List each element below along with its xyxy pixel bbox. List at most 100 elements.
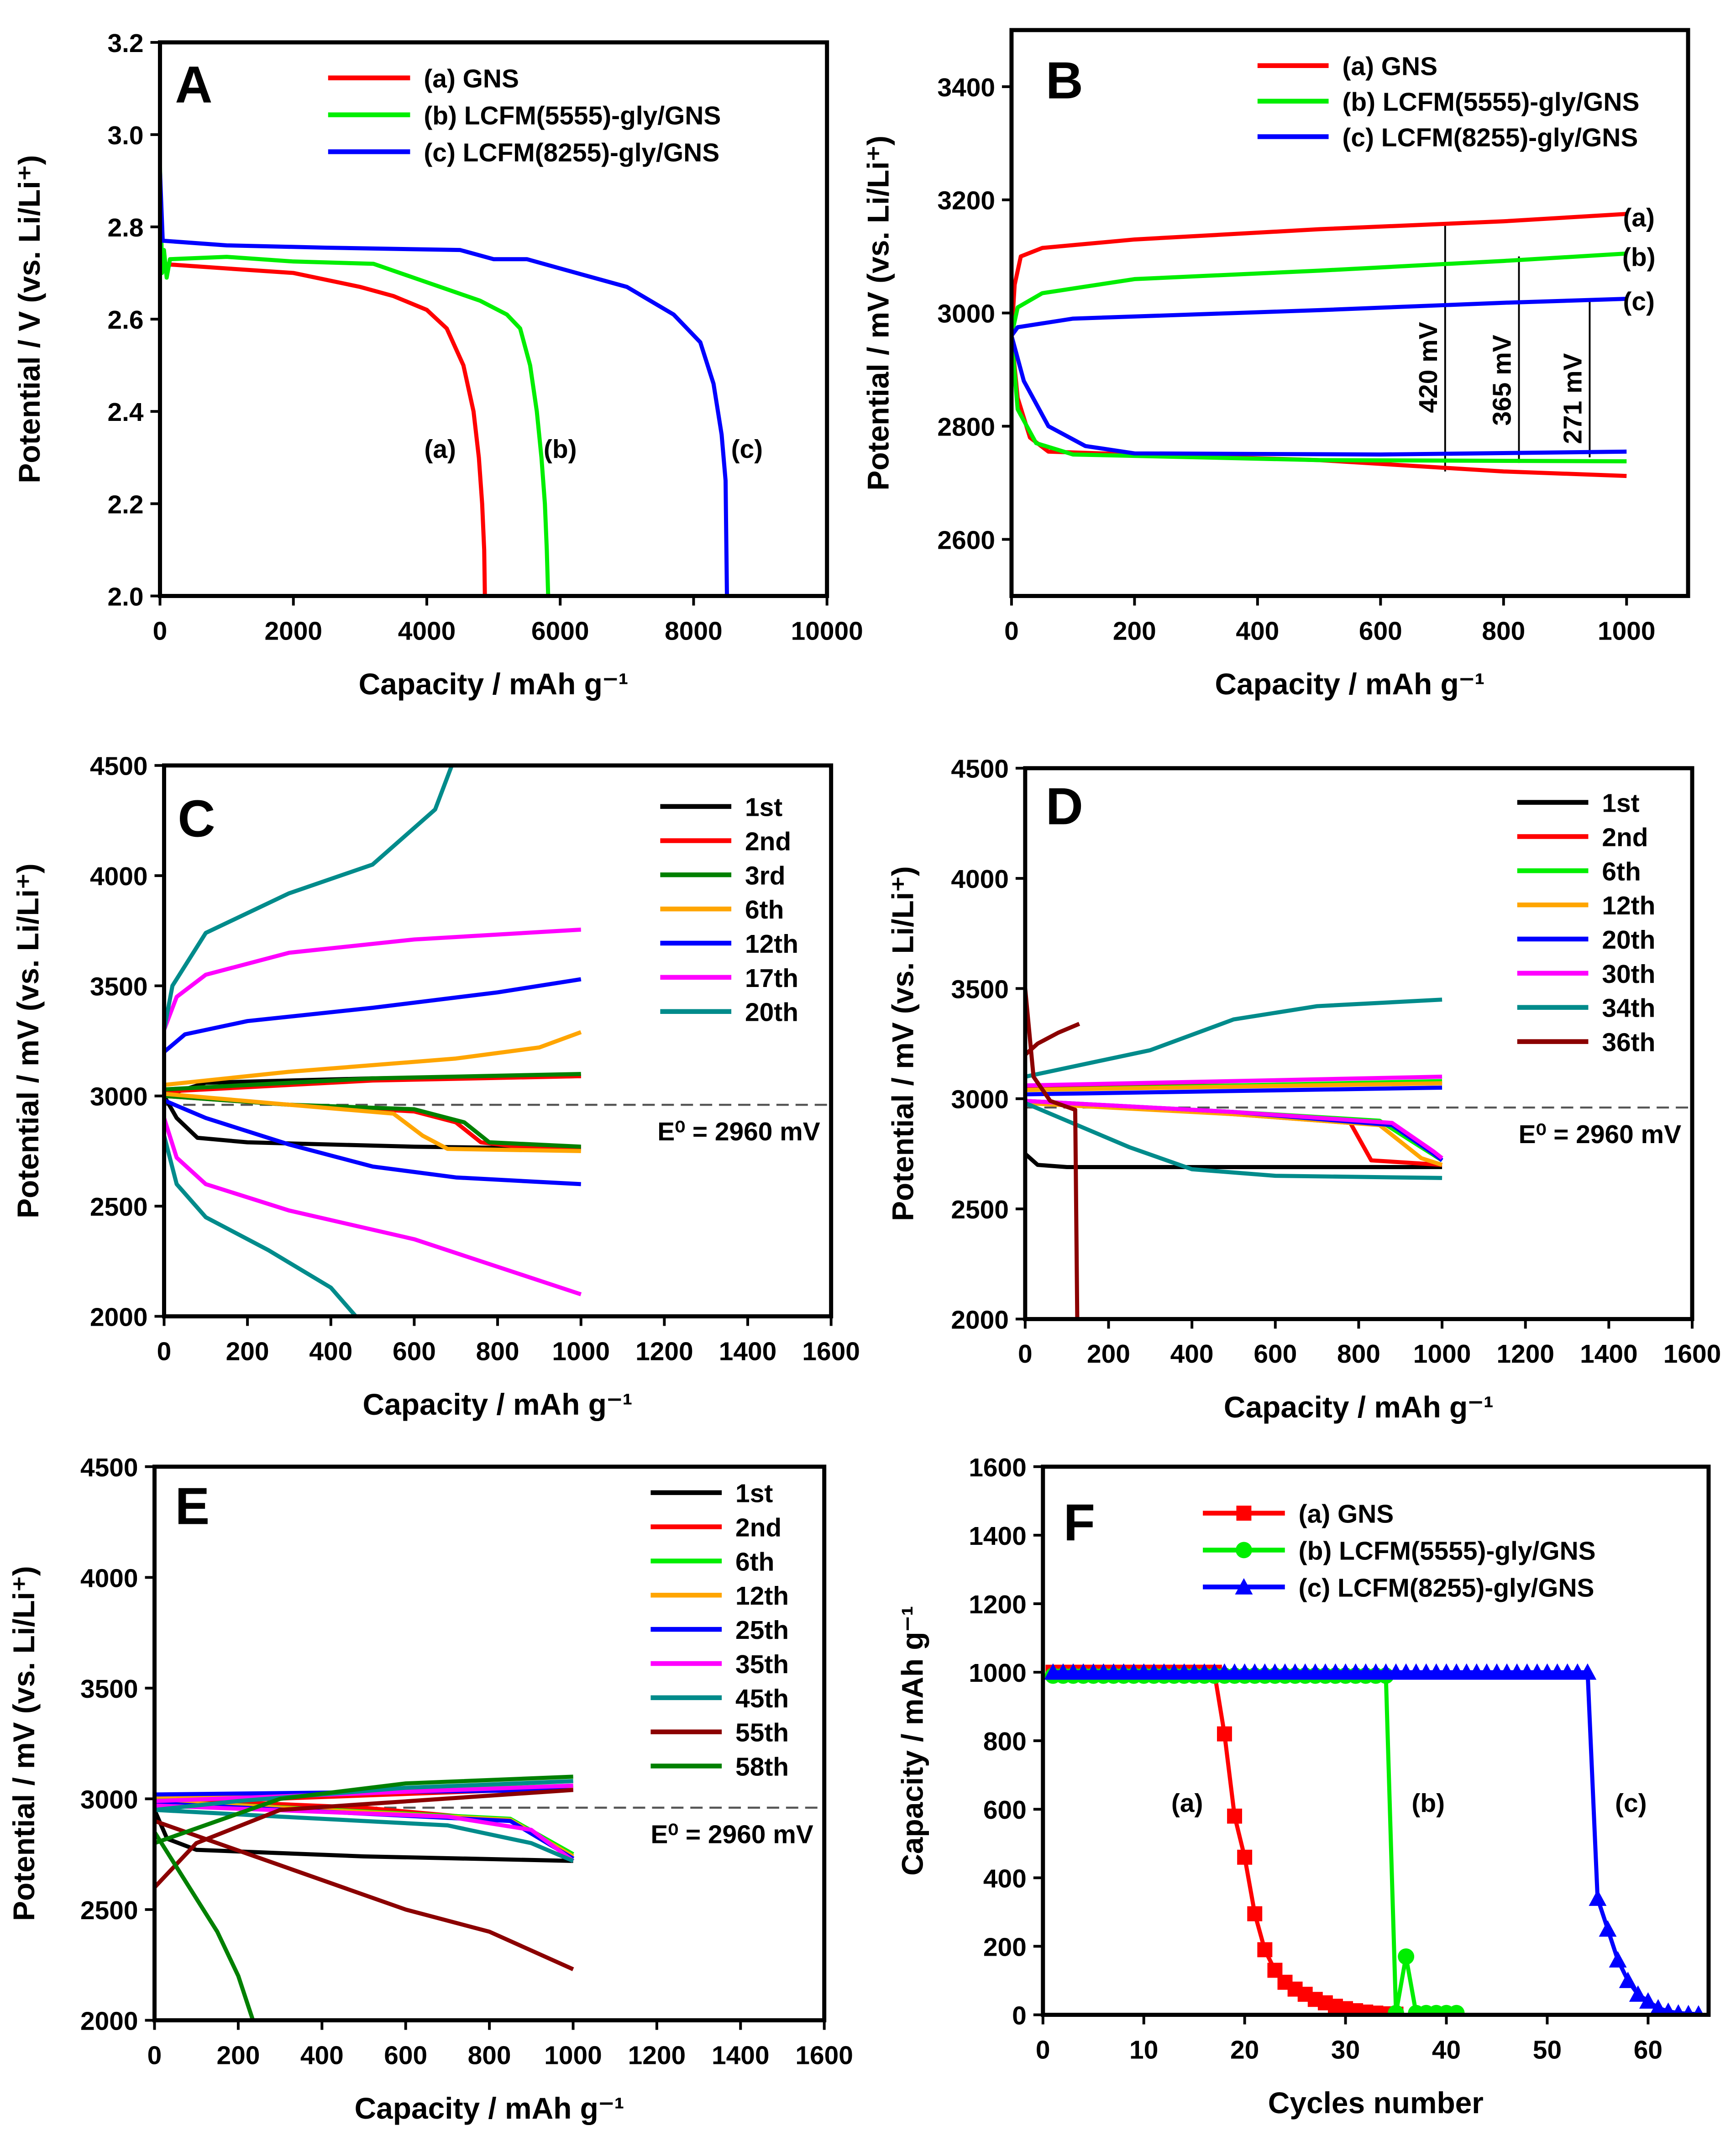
y-tick-label: 2.8 xyxy=(107,213,143,242)
x-tick-label: 1600 xyxy=(802,1337,860,1366)
x-tick-label: 200 xyxy=(1087,1339,1130,1369)
legend-label: (b) LCFM(5555)-gly/GNS xyxy=(424,101,721,130)
series-line-2 xyxy=(1053,1674,1457,2015)
x-tick-label: 600 xyxy=(1253,1339,1297,1369)
legend-label: (a) GNS xyxy=(1299,1500,1394,1529)
y-tick-label: 2500 xyxy=(80,1896,138,1925)
y-tick-label: 4000 xyxy=(951,865,1009,894)
x-tick-label: 600 xyxy=(1359,616,1402,646)
series-line-3 xyxy=(1011,297,1627,337)
series-line-6 xyxy=(1025,1075,1442,1088)
legend-label: 6th xyxy=(1602,857,1641,886)
data-point-triangle xyxy=(1619,1971,1637,1988)
plot-frame xyxy=(162,763,834,1318)
x-axis-label: Capacity / mAh g⁻¹ xyxy=(363,1387,633,1421)
series-line-9 xyxy=(154,1831,255,2021)
y-tick-label: 3000 xyxy=(937,299,995,329)
x-tick-label: 0 xyxy=(153,616,168,646)
x-tick-label: 0 xyxy=(157,1337,172,1366)
series-line-3 xyxy=(1011,335,1627,457)
legend-label: 25th xyxy=(735,1616,789,1645)
y-axis-label: Potential / mV (vs. Li/Li⁺) xyxy=(886,866,919,1221)
legend-label: 1st xyxy=(1602,789,1639,818)
x-tick-label: 1400 xyxy=(1580,1339,1638,1369)
data-point-triangle xyxy=(1683,2005,1694,2015)
legend-label: 1st xyxy=(735,1479,773,1508)
x-tick-label: 600 xyxy=(393,1337,436,1366)
legend-label: 2nd xyxy=(1602,823,1648,852)
y-tick-label: 200 xyxy=(983,1932,1027,1962)
x-tick-label: 800 xyxy=(476,1337,519,1366)
x-axis-label: Capacity / mAh g⁻¹ xyxy=(355,2091,624,2125)
y-tick-label: 3400 xyxy=(937,73,995,102)
x-tick-label: 400 xyxy=(1236,616,1279,646)
x-tick-label: 800 xyxy=(468,2041,511,2070)
x-tick-label: 40 xyxy=(1432,2035,1461,2064)
x-tick-label: 400 xyxy=(1170,1339,1214,1369)
series-line-4 xyxy=(164,1092,581,1153)
x-tick-label: 1600 xyxy=(795,2041,853,2070)
legend-label: 6th xyxy=(745,895,784,924)
y-tick-label: 2.0 xyxy=(107,582,143,611)
x-tick-label: 1400 xyxy=(712,2041,770,2070)
series-line-8 xyxy=(154,1819,574,1971)
data-point-square xyxy=(1257,1942,1273,1958)
legend-label: (c) LCFM(8255)-gly/GNS xyxy=(1299,1573,1594,1602)
data-point-triangle xyxy=(1599,1920,1617,1937)
legend-label: 2nd xyxy=(735,1513,781,1543)
y-tick-label: 3500 xyxy=(80,1674,138,1704)
y-axis-label: Capacity / mAh g⁻¹ xyxy=(895,1606,929,1876)
x-axis-label: Cycles number xyxy=(1268,2086,1484,2120)
series-line-9 xyxy=(154,1774,573,1845)
x-tick-label: 1000 xyxy=(552,1337,610,1366)
series-line-4 xyxy=(164,1030,582,1087)
y-tick-label: 3.0 xyxy=(107,121,143,150)
x-tick-label: 10000 xyxy=(791,616,863,646)
series-line-6 xyxy=(154,1783,573,1803)
y-tick-label: 3.2 xyxy=(107,29,143,58)
reference-line-label: E⁰ = 2960 mV xyxy=(650,1820,813,1849)
x-tick-label: 200 xyxy=(216,2041,260,2070)
series-line-5 xyxy=(164,977,582,1054)
panel-letter: D xyxy=(1046,778,1083,836)
data-point-circle xyxy=(1398,1948,1415,1965)
x-tick-label: 2000 xyxy=(264,616,322,646)
data-point-circle xyxy=(1448,2005,1465,2015)
panel-letter: B xyxy=(1046,52,1083,110)
series-line-8 xyxy=(1025,1022,1080,1056)
x-tick-label: 200 xyxy=(226,1337,269,1366)
panel-D: E⁰ = 2960 mV 0 200 400 600 800 1000 1200 1400 160… xyxy=(886,755,1721,1424)
x-tick-label: 8000 xyxy=(665,616,723,646)
y-tick-label: 600 xyxy=(983,1795,1027,1825)
y-tick-label: 2.6 xyxy=(107,305,143,335)
legend-label: 17th xyxy=(745,964,798,993)
x-tick-label: 0 xyxy=(1036,2035,1050,2064)
legend-label: 12th xyxy=(1602,891,1655,920)
x-tick-label: 0 xyxy=(147,2041,162,2070)
series-line-1 xyxy=(154,1809,573,1863)
legend-label: 12th xyxy=(745,929,798,959)
legend-label: 55th xyxy=(735,1718,789,1748)
reference-line-label: E⁰ = 2960 mV xyxy=(657,1117,820,1146)
x-tick-label: 1000 xyxy=(1413,1339,1471,1369)
legend-label: 20th xyxy=(745,998,798,1027)
panel-A: 0 2000 4000 6000 8000 10000 2.0 2.2 2.4 2.6 2.8 3.0… xyxy=(12,29,863,701)
curve-label: (c) xyxy=(1623,287,1655,316)
panel-letter: C xyxy=(178,790,215,848)
legend: (a) GNS (b) LCFM(5555)-gly/GNS (c) LCFM(82… xyxy=(1257,52,1639,152)
series-line-6 xyxy=(164,927,581,1031)
data-point-triangle xyxy=(1693,2005,1704,2015)
panel-letter: A xyxy=(175,56,212,114)
series-line-1 xyxy=(1011,212,1627,336)
y-tick-label: 2500 xyxy=(90,1192,148,1222)
y-tick-label: 4500 xyxy=(80,1453,138,1482)
x-tick-label: 4000 xyxy=(398,616,456,646)
series-line-7 xyxy=(1025,997,1442,1079)
legend-label: 45th xyxy=(735,1684,789,1713)
legend-label: 3rd xyxy=(745,861,786,890)
legend-marker-square xyxy=(1236,1506,1252,1521)
legend-label: 30th xyxy=(1602,960,1655,989)
curve-label: (b) xyxy=(544,435,577,464)
x-tick-label: 1200 xyxy=(1496,1339,1554,1369)
x-tick-label: 400 xyxy=(309,1337,352,1366)
